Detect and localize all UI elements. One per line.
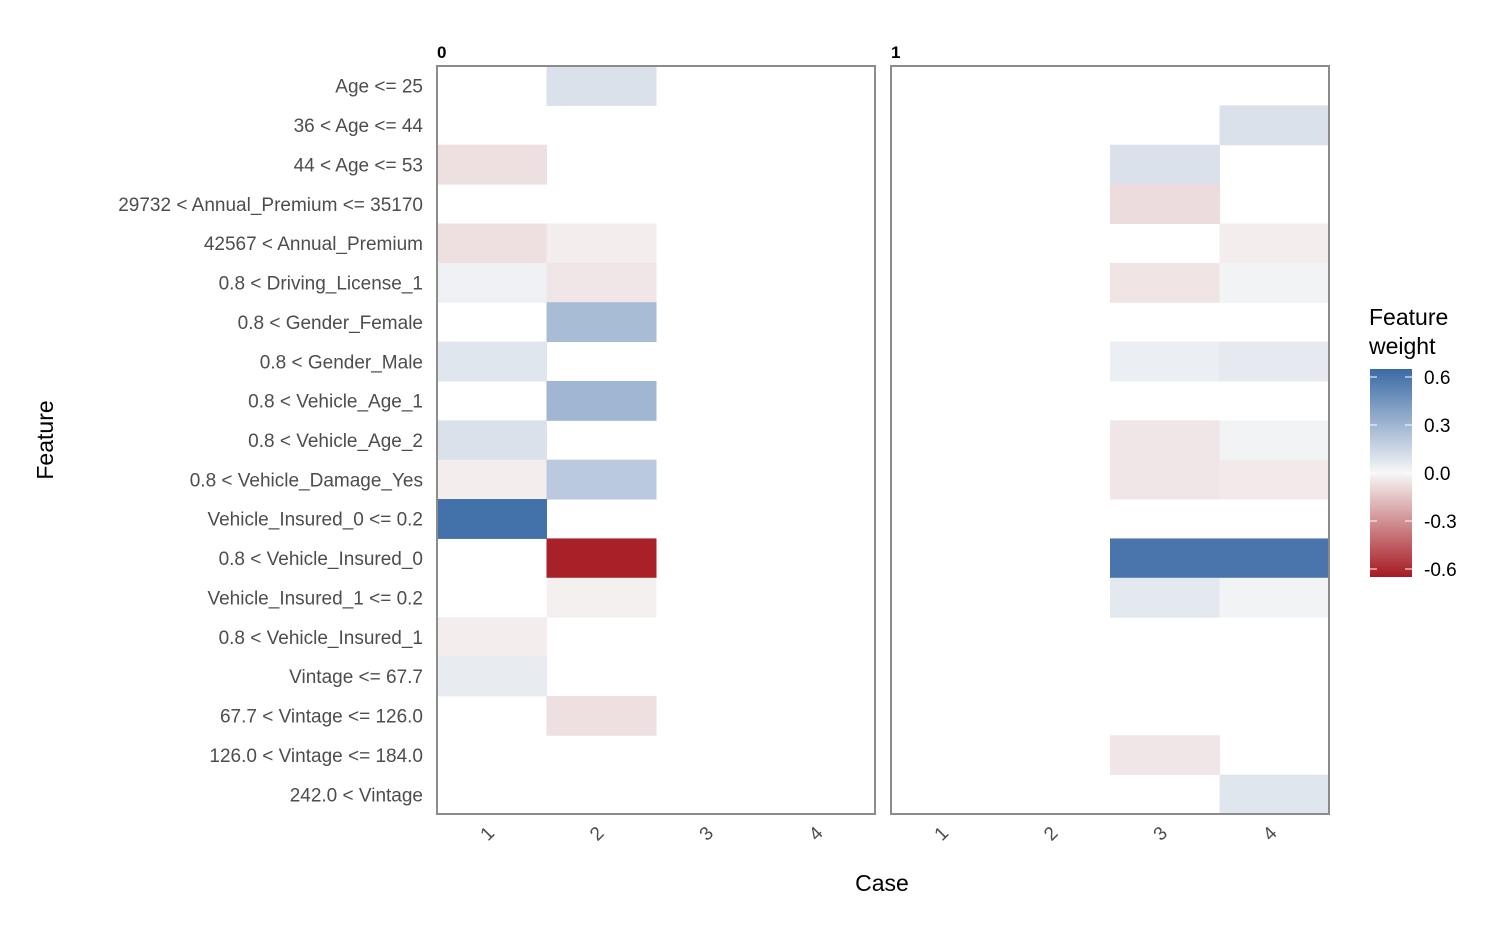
heatmap-cell	[546, 66, 657, 106]
heatmap-cell	[1110, 459, 1220, 500]
heatmap-cell	[1219, 420, 1330, 461]
x-axis-title: Case	[855, 870, 909, 896]
feature-tick-label: 44 < Age <= 53	[294, 155, 423, 176]
heatmap-cell	[546, 538, 657, 579]
case-tick-label: 3	[696, 823, 718, 845]
heatmap-cell	[1110, 420, 1220, 461]
feature-tick-label: Vehicle_Insured_1 <= 0.2	[207, 588, 423, 609]
panel-0: 0	[436, 43, 876, 815]
legend-ticks: 0.6 0.3 0.0 -0.3 -0.6	[1370, 368, 1457, 581]
heatmap-cell	[546, 577, 657, 618]
feature-tick-label: 0.8 < Gender_Male	[260, 352, 423, 373]
heatmap-cell	[546, 262, 657, 303]
feature-tick-label: 29732 < Annual_Premium <= 35170	[118, 195, 423, 216]
heatmap-cell	[1219, 577, 1330, 618]
heatmap-cell	[1110, 577, 1220, 618]
y-axis-title: Feature	[32, 400, 58, 479]
heatmap-cell	[437, 420, 547, 461]
heatmap-cell	[1219, 774, 1330, 815]
panel-border	[890, 65, 1330, 815]
heatmap-cell	[1219, 105, 1330, 146]
panel-1: 1	[890, 43, 1330, 815]
heatmap-cell	[1219, 262, 1330, 303]
feature-tick-label: 0.8 < Vehicle_Age_1	[248, 392, 423, 413]
legend-tick-label: 0.6	[1424, 368, 1450, 389]
case-tick-labels: 1 2 3 4 1 2 3 4	[477, 823, 1282, 846]
feature-tick-label: Vintage <= 67.7	[289, 667, 423, 688]
case-tick-label: 1	[477, 823, 499, 845]
heatmap-cell	[437, 617, 547, 658]
heatmap-cell	[1110, 735, 1220, 776]
heatmap-cell	[437, 262, 547, 303]
feature-tick-label: 0.8 < Vehicle_Age_2	[248, 431, 423, 452]
feature-tick-labels: Age <= 25 36 < Age <= 44 44 < Age <= 53 297…	[118, 77, 423, 807]
heatmap-cell	[1219, 341, 1330, 382]
feature-tick-label: Age <= 25	[335, 77, 423, 98]
heatmap-cell	[1110, 538, 1220, 579]
heatmap-cell	[1219, 459, 1330, 500]
case-tick-label: 3	[1150, 823, 1172, 845]
feature-tick-label: 0.8 < Vehicle_Damage_Yes	[190, 470, 423, 491]
case-tick-label: 2	[586, 823, 608, 845]
feature-tick-label: Vehicle_Insured_0 <= 0.2	[207, 510, 423, 531]
feature-tick-label: 126.0 < Vintage <= 184.0	[209, 746, 423, 767]
panel-strip-label: 0	[437, 43, 446, 62]
heatmap-cell	[1110, 262, 1220, 303]
feature-tick-label: 0.8 < Gender_Female	[238, 313, 423, 334]
feature-tick-label: 36 < Age <= 44	[294, 116, 424, 137]
legend-title-line-2: weight	[1368, 333, 1436, 359]
legend-tick-label: 0.0	[1424, 464, 1450, 485]
heatmap-cell	[437, 341, 547, 382]
legend-title-line-1: Feature	[1369, 304, 1448, 330]
heatmap-cell	[437, 656, 547, 697]
feature-tick-label: 42567 < Annual_Premium	[204, 234, 423, 255]
heatmap-cell	[546, 302, 657, 343]
heatmap-cell	[437, 499, 547, 539]
heatmap-cell	[546, 380, 657, 421]
feature-tick-label: 0.8 < Driving_License_1	[219, 274, 423, 295]
legend-tick-label: -0.6	[1424, 560, 1457, 581]
heatmap-cell	[1219, 538, 1330, 579]
heatmap-cell	[1110, 184, 1220, 224]
case-tick-label: 4	[805, 823, 828, 846]
heatmap-cell	[546, 459, 657, 500]
heatmap-cell	[546, 695, 657, 736]
feature-tick-label: 242.0 < Vintage	[290, 785, 423, 806]
case-tick-label: 4	[1259, 823, 1282, 846]
heatmap-cell	[437, 223, 547, 264]
panel-border	[436, 65, 876, 815]
panel-strip-label: 1	[891, 43, 900, 62]
heatmap-cell	[437, 459, 547, 500]
heatmap-cell	[1110, 144, 1220, 185]
case-tick-label: 2	[1040, 823, 1062, 845]
feature-tick-label: 67.7 < Vintage <= 126.0	[220, 707, 423, 728]
feature-tick-label: 0.8 < Vehicle_Insured_0	[219, 549, 423, 570]
legend-tick-label: -0.3	[1424, 512, 1457, 533]
heatmap-cell	[437, 144, 547, 185]
legend-tick-label: 0.3	[1424, 416, 1450, 437]
legend: Feature weight 0.6 0.3 0.0 -0.3 -0.6	[1368, 304, 1457, 581]
feature-tick-label: 0.8 < Vehicle_Insured_1	[219, 628, 423, 649]
heatmap-cell	[1110, 341, 1220, 382]
heatmap-cell	[546, 223, 657, 264]
heatmap-cell	[1219, 223, 1330, 264]
case-tick-label: 1	[931, 823, 953, 845]
